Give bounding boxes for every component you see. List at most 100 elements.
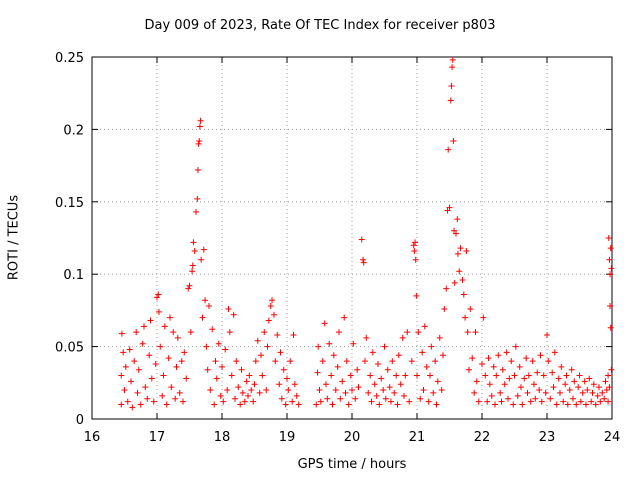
data-point bbox=[475, 398, 482, 405]
data-point bbox=[402, 372, 409, 379]
data-point bbox=[256, 389, 263, 396]
data-point bbox=[594, 392, 601, 399]
data-point bbox=[126, 346, 133, 353]
x-axis-label: GPS time / hours bbox=[297, 457, 407, 472]
data-point bbox=[453, 230, 459, 237]
x-tick-label: 17 bbox=[149, 430, 166, 445]
data-point bbox=[388, 398, 394, 405]
data-point bbox=[196, 123, 203, 130]
data-point bbox=[408, 358, 415, 365]
data-point bbox=[417, 395, 424, 402]
data-point bbox=[599, 389, 606, 396]
data-point bbox=[324, 395, 331, 402]
data-point bbox=[571, 378, 578, 385]
x-tick-label: 18 bbox=[214, 430, 231, 445]
data-point bbox=[274, 332, 281, 339]
data-point bbox=[211, 401, 218, 408]
data-point bbox=[224, 387, 231, 394]
data-point bbox=[157, 343, 164, 350]
data-point bbox=[511, 372, 518, 379]
data-point bbox=[347, 372, 354, 379]
data-point bbox=[401, 392, 407, 399]
data-point bbox=[293, 392, 300, 399]
data-point bbox=[375, 360, 381, 367]
data-point bbox=[490, 363, 497, 370]
data-point bbox=[419, 349, 426, 356]
data-point bbox=[287, 358, 294, 365]
x-tick-label: 23 bbox=[539, 430, 556, 445]
data-points bbox=[118, 56, 615, 411]
data-point bbox=[355, 384, 362, 391]
data-point bbox=[193, 208, 199, 215]
data-point bbox=[343, 358, 350, 365]
data-point bbox=[454, 216, 461, 223]
data-point bbox=[525, 372, 532, 379]
data-point bbox=[607, 271, 614, 278]
data-point bbox=[602, 378, 609, 385]
data-point bbox=[369, 349, 376, 356]
data-point bbox=[196, 137, 203, 144]
data-point bbox=[191, 248, 198, 255]
data-point bbox=[399, 334, 406, 341]
chart-title: Day 009 of 2023, Rate Of TEC Index for r… bbox=[144, 18, 496, 33]
data-point bbox=[485, 355, 492, 362]
data-point bbox=[464, 329, 471, 336]
data-point bbox=[421, 323, 428, 330]
data-point bbox=[222, 346, 229, 353]
data-point bbox=[391, 389, 398, 396]
data-point bbox=[118, 330, 125, 337]
data-point bbox=[213, 375, 220, 382]
data-point bbox=[537, 352, 544, 359]
data-point bbox=[430, 389, 437, 396]
data-point bbox=[413, 292, 420, 299]
data-point bbox=[542, 389, 549, 396]
data-point bbox=[345, 401, 352, 408]
data-point bbox=[576, 372, 583, 379]
data-point bbox=[146, 352, 153, 359]
data-point bbox=[505, 395, 511, 402]
data-point bbox=[337, 395, 344, 402]
data-point bbox=[601, 395, 608, 402]
data-point bbox=[290, 332, 297, 339]
data-point bbox=[204, 366, 211, 373]
data-point bbox=[342, 389, 349, 396]
data-point bbox=[550, 384, 557, 391]
data-point bbox=[174, 334, 181, 341]
data-point bbox=[365, 389, 372, 396]
data-point bbox=[220, 398, 227, 405]
data-point bbox=[503, 349, 510, 356]
data-point bbox=[529, 358, 536, 365]
data-point bbox=[321, 320, 328, 327]
data-point bbox=[386, 384, 393, 391]
data-point bbox=[484, 398, 491, 405]
data-point bbox=[590, 381, 597, 388]
data-point bbox=[259, 372, 266, 379]
data-point bbox=[271, 311, 277, 318]
data-point bbox=[540, 372, 547, 379]
data-point bbox=[317, 398, 324, 405]
data-point bbox=[523, 355, 530, 362]
data-point bbox=[202, 297, 209, 304]
data-point bbox=[316, 387, 323, 394]
data-point bbox=[341, 314, 348, 321]
data-point bbox=[280, 366, 287, 373]
data-point bbox=[467, 305, 474, 312]
data-point bbox=[251, 381, 258, 388]
data-point bbox=[190, 239, 197, 246]
data-point bbox=[482, 372, 489, 379]
data-point bbox=[434, 378, 441, 385]
data-point bbox=[608, 366, 615, 373]
data-point bbox=[128, 378, 134, 385]
data-point bbox=[414, 372, 420, 379]
data-point bbox=[586, 375, 593, 382]
data-point bbox=[160, 372, 167, 379]
data-point bbox=[203, 343, 210, 350]
data-point bbox=[122, 363, 129, 370]
data-point bbox=[499, 366, 506, 373]
data-point bbox=[469, 355, 476, 362]
data-point bbox=[328, 372, 335, 379]
data-point bbox=[463, 248, 470, 255]
data-point bbox=[589, 389, 596, 396]
data-point bbox=[120, 349, 127, 356]
data-point bbox=[423, 363, 430, 370]
